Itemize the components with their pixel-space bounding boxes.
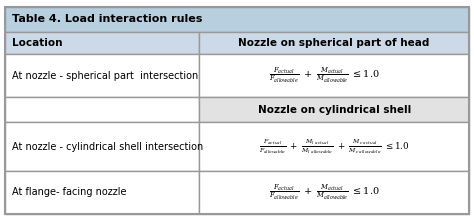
Text: Nozzle on cylindrical shell: Nozzle on cylindrical shell bbox=[257, 105, 411, 114]
Text: $\frac{F_{actual}}{F_{allowable}}$$\ +\ $$\frac{M_{l\ actual}}{M_{l\ allowable}}: $\frac{F_{actual}}{F_{allowable}}$$\ +\ … bbox=[259, 137, 410, 156]
Text: Table 4. Load interaction rules: Table 4. Load interaction rules bbox=[12, 14, 202, 24]
FancyBboxPatch shape bbox=[199, 171, 469, 214]
Text: Nozzle on spherical part of head: Nozzle on spherical part of head bbox=[238, 38, 430, 48]
FancyBboxPatch shape bbox=[5, 97, 199, 122]
FancyBboxPatch shape bbox=[199, 97, 469, 122]
Text: At nozzle - spherical part  intersection: At nozzle - spherical part intersection bbox=[12, 71, 198, 81]
Text: Location: Location bbox=[12, 38, 63, 48]
Text: $\frac{F_{actual}}{F_{allowable}}$$\ +\ $$\frac{M_{actual}}{M_{allowable}}$$\ \l: $\frac{F_{actual}}{F_{allowable}}$$\ +\ … bbox=[269, 183, 380, 202]
FancyBboxPatch shape bbox=[5, 54, 199, 97]
FancyBboxPatch shape bbox=[5, 7, 469, 32]
FancyBboxPatch shape bbox=[199, 54, 469, 97]
FancyBboxPatch shape bbox=[199, 122, 469, 171]
FancyBboxPatch shape bbox=[5, 32, 199, 54]
Text: $\frac{F_{actual}}{F_{allowable}}$$\ +\ $$\frac{M_{actual}}{M_{allowable}}$$\ \l: $\frac{F_{actual}}{F_{allowable}}$$\ +\ … bbox=[269, 66, 380, 85]
FancyBboxPatch shape bbox=[199, 32, 469, 54]
Text: At flange- facing nozzle: At flange- facing nozzle bbox=[12, 187, 127, 197]
FancyBboxPatch shape bbox=[5, 122, 199, 171]
Text: At nozzle - cylindrical shell intersection: At nozzle - cylindrical shell intersecti… bbox=[12, 142, 203, 152]
FancyBboxPatch shape bbox=[5, 171, 199, 214]
